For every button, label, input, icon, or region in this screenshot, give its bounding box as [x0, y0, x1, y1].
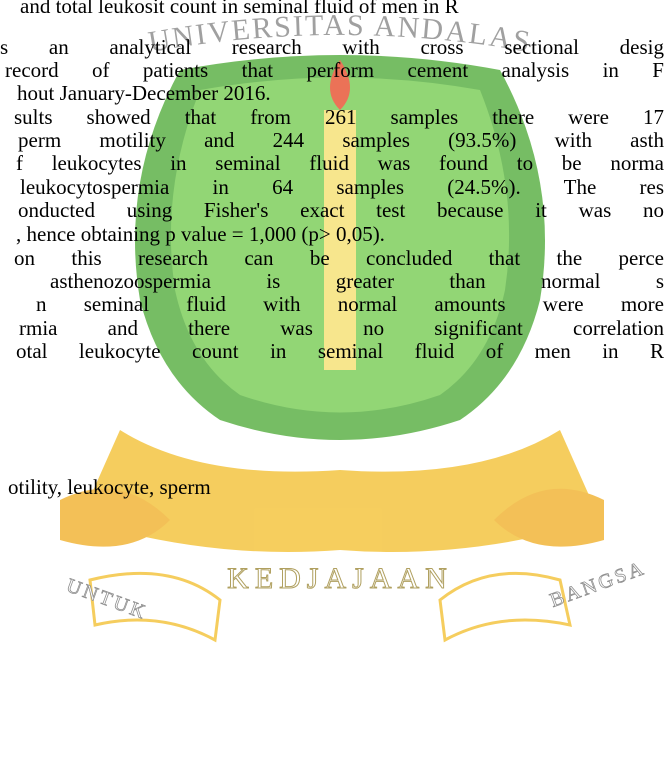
text-line: otility, leukocyte, sperm [8, 475, 211, 499]
text-line: n seminal fluid with normal amounts were… [36, 292, 664, 316]
text-line: rmia and there was no significant correl… [19, 316, 664, 340]
text-line: sults showed that from 261 samples there… [14, 105, 664, 129]
text-line: asthenozoospermia is greater than normal… [50, 269, 664, 293]
text-line: otal leukocyte count in seminal fluid of… [16, 339, 664, 363]
watermark-motto: KEDJAJAAN [227, 562, 453, 595]
text-line: on this research can be concluded that t… [14, 246, 664, 270]
text-line: record of patients that perform cement a… [5, 58, 664, 82]
text-line: f leukocytes in seminal fluid was found … [16, 151, 664, 175]
text-line: onducted using Fisher's exact test becau… [18, 198, 664, 222]
text-line: perm motility and 244 samples (93.5%) wi… [18, 128, 664, 152]
text-line: , hence obtaining p value = 1,000 (p> 0,… [16, 222, 385, 246]
page: UNIVERSITAS ANDALAS KEDJAJAAN UNTUK BANG… [0, 0, 664, 781]
text-line: hout January-December 2016. [17, 81, 271, 105]
text-line: s an analytical research with cross sect… [0, 35, 664, 59]
text-line: and total leukosit count in seminal flui… [20, 0, 459, 18]
watermark-motto: UNTUK [63, 574, 150, 624]
text-line: leukocytospermia in 64 samples (24.5%). … [20, 175, 664, 199]
